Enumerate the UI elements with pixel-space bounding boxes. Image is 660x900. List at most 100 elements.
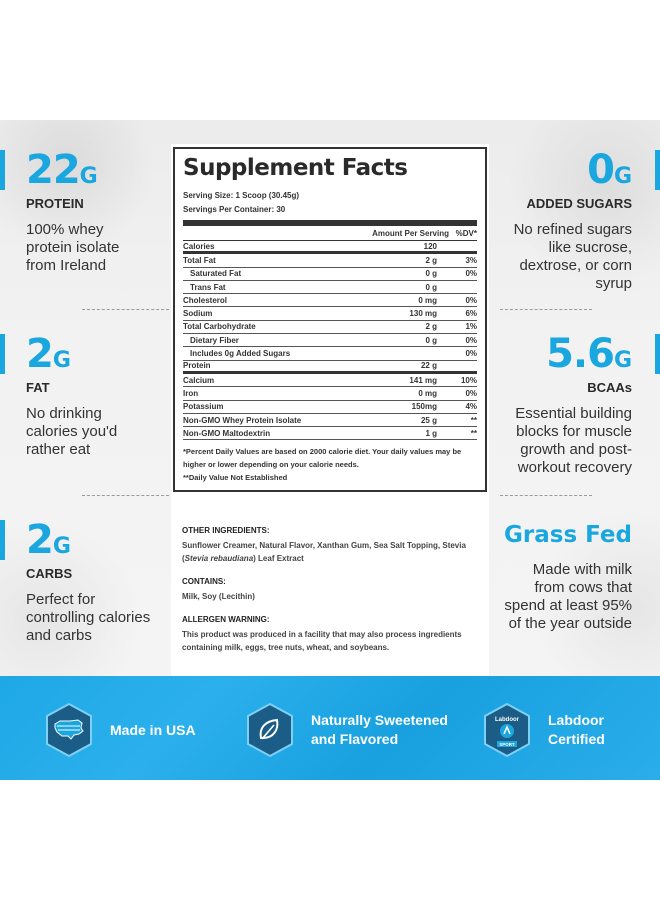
nutrient-amount: 22 g — [420, 361, 437, 371]
nutrient-name: Iron — [183, 388, 199, 398]
nutrient-dv: 0% — [465, 349, 477, 359]
usa-map-icon — [44, 702, 94, 758]
stat-value: 5.6G — [546, 331, 632, 377]
facts-row: Calories 120 — [183, 241, 477, 255]
facts-row: Trans Fat 0 g — [183, 281, 477, 295]
stat-description: Perfect for controlling calories and carbs — [26, 591, 151, 644]
nutrient-name: Calories — [183, 241, 215, 251]
allergen-text: This product was produced in a facility … — [182, 630, 462, 652]
facts-row: Calcium 141 mg 10% — [183, 374, 477, 388]
nutrient-amount: 0 mg — [418, 388, 437, 398]
nutrient-name: Non-GMO Whey Protein Isolate — [183, 415, 302, 425]
contains-heading: CONTAINS: — [182, 577, 226, 586]
stat-label: PROTEIN — [26, 196, 84, 211]
stat-label: ADDED SUGARS — [526, 196, 632, 211]
stat-value: Grass Fed — [504, 522, 632, 548]
nutrient-name: Includes 0g Added Sugars — [190, 349, 291, 359]
facts-row: Total Carbohydrate 2 g 1% — [183, 321, 477, 335]
nutrient-dv: 0% — [465, 388, 477, 398]
contains-text: Milk, Soy (Lecithin) — [182, 592, 255, 601]
svg-text:SPORT: SPORT — [499, 742, 515, 747]
nutrient-dv: 6% — [465, 309, 477, 319]
facts-footnote: *Percent Daily Values are based on 2000 … — [183, 447, 462, 483]
stat-bcaas: 5.6G BCAAs Essential building blocks for … — [482, 331, 660, 477]
nutrient-amount: 2 g — [425, 255, 437, 265]
stat-label: CARBS — [26, 566, 73, 581]
facts-row: Non-GMO Maltodextrin 1 g ** — [183, 427, 477, 441]
divider — [82, 309, 174, 310]
divider — [500, 495, 592, 496]
feature-naturally-sweetened: Naturally Sweetened and Flavored — [245, 700, 448, 760]
stat-protein: 22G PROTEIN 100% whey protein isolate from… — [0, 147, 161, 275]
stat-label: BCAAs — [587, 380, 632, 395]
nutrient-name: Calcium — [183, 375, 215, 385]
nutrient-name: Cholesterol — [183, 295, 228, 305]
facts-row: Dietary Fiber 0 g 0% — [183, 334, 477, 348]
accent-bar — [0, 520, 5, 560]
stat-description: No refined sugars like sucrose, dextrose, … — [513, 221, 632, 292]
stat-grass-fed: Grass Fed Made with milk from cows that sp… — [482, 524, 632, 633]
nutrient-name: Total Fat — [183, 255, 216, 265]
facts-row: Includes 0g Added Sugars 0% — [183, 347, 477, 361]
divider — [82, 495, 174, 496]
other-ingredients-text: Sunflower Creamer, Natural Flavor, Xanth… — [182, 541, 466, 563]
stat-label: FAT — [26, 380, 50, 395]
stat-value: 2G — [26, 331, 71, 377]
nutrient-dv: 1% — [465, 322, 477, 332]
nutrient-name: Dietary Fiber — [190, 335, 239, 345]
divider — [500, 309, 592, 310]
nutrient-dv: ** — [470, 415, 477, 425]
nutrient-name: Sodium — [183, 309, 213, 319]
nutrient-name: Trans Fat — [190, 282, 226, 292]
nutrient-dv: 0% — [465, 295, 477, 305]
nutrient-amount: 1 g — [425, 428, 437, 438]
facts-row: Sodium 130 mg 6% — [183, 307, 477, 321]
facts-title: Supplement Facts — [183, 155, 408, 181]
nutrient-dv: 3% — [465, 255, 477, 265]
nutrient-dv: 10% — [460, 375, 477, 385]
leaf-icon — [245, 702, 295, 758]
accent-bar — [655, 150, 660, 190]
stat-value: 22G — [26, 147, 98, 193]
stat-value: 2G — [26, 517, 71, 563]
feature-label: Naturally Sweetened and Flavored — [311, 712, 448, 747]
labdoor-badge-icon: Labdoor SPORT — [482, 702, 532, 758]
stat-description: Made with milk from cows that spend at lea… — [504, 561, 632, 632]
facts-row: Potassium 150mg 4% — [183, 401, 477, 414]
stat-description: No drinking calories you'd rather eat — [26, 405, 118, 458]
stat-description: Essential building blocks for muscle growt… — [515, 405, 632, 476]
stat-carbs: 2G CARBS Perfect for controlling calories… — [0, 517, 161, 645]
nutrient-dv: 0% — [465, 335, 477, 345]
nutrient-amount: 141 mg — [409, 375, 437, 385]
feature-made-in-usa: Made in USA — [44, 700, 196, 760]
nutrient-amount: 25 g — [420, 415, 437, 425]
nutrient-amount: 0 g — [425, 269, 437, 279]
accent-bar — [0, 334, 5, 374]
facts-row: Iron 0 mg 0% — [183, 387, 477, 401]
supplement-facts-table: Supplement Facts Serving Size: 1 Scoop (… — [173, 147, 487, 492]
ingredients-section: OTHER INGREDIENTS: Sunflower Creamer, Na… — [182, 524, 482, 664]
nutrient-amount: 150mg — [411, 402, 437, 412]
nutrient-amount: 2 g — [425, 322, 437, 332]
feature-label: Made in USA — [110, 721, 196, 738]
facts-rows: Calories 120 Total Fat 2 g 3% Saturated Fat 0 … — [183, 241, 477, 441]
nutrient-amount: 0 g — [425, 335, 437, 345]
nutrient-amount: 120 — [423, 241, 437, 251]
facts-row: Protein 22 g — [183, 361, 477, 374]
facts-row: Non-GMO Whey Protein Isolate 25 g ** — [183, 414, 477, 428]
facts-row: Total Fat 2 g 3% — [183, 254, 477, 268]
facts-row: Cholesterol 0 mg 0% — [183, 294, 477, 308]
stat-value: 0G — [587, 147, 632, 193]
supplement-facts-panel: Supplement Facts Serving Size: 1 Scoop (… — [171, 144, 489, 676]
allergen-heading: ALLERGEN WARNING: — [182, 615, 270, 624]
nutrient-amount: 130 mg — [409, 309, 437, 319]
feature-labdoor-certified: Labdoor SPORT Labdoor Certified — [482, 700, 605, 760]
nutrient-amount: 0 g — [425, 282, 437, 292]
serving-info: Serving Size: 1 Scoop (30.45g) Servings … — [183, 191, 300, 214]
feature-label: Labdoor Certified — [548, 712, 605, 747]
feature-band: Made in USA Naturally Sweetened and Flavo… — [0, 676, 660, 780]
accent-bar — [655, 334, 660, 374]
thick-rule — [183, 220, 477, 226]
nutrient-name: Total Carbohydrate — [183, 322, 256, 332]
product-info-graphic: 22G PROTEIN 100% whey protein isolate from… — [0, 120, 660, 780]
